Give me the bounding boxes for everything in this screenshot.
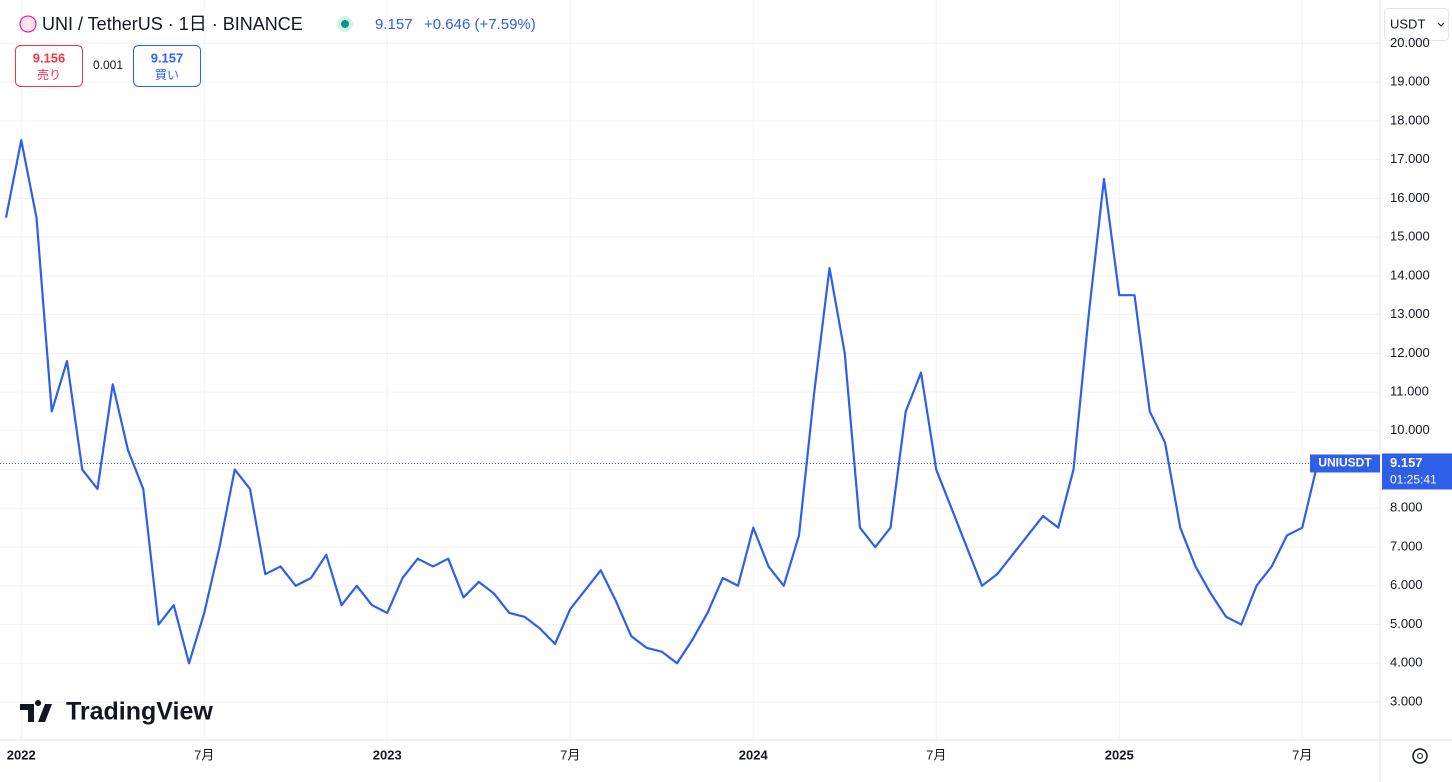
y-tick-label: 16.000 — [1390, 190, 1430, 205]
x-tick-label: 7月 — [560, 747, 580, 762]
y-tick-label: 6.000 — [1390, 577, 1423, 592]
currency-button[interactable] — [1384, 8, 1449, 41]
y-tick-label: 5.000 — [1390, 616, 1423, 631]
y-tick-label: 18.000 — [1390, 112, 1430, 127]
dropdown-arrow — [1437, 22, 1445, 27]
buy-price: 9.157 — [151, 50, 184, 65]
logo-text: TradingView — [66, 698, 213, 726]
symbol-title: UNI / TetherUS · 1日 · BINANCE — [42, 14, 303, 34]
x-tick-label: 7月 — [926, 747, 946, 762]
y-tick-label: 19.000 — [1390, 74, 1430, 89]
y-tick-label: 7.000 — [1390, 538, 1423, 553]
y-tick-label: 12.000 — [1390, 345, 1430, 360]
x-tick-label: 2025 — [1105, 747, 1134, 762]
x-tick-label: 2023 — [373, 747, 402, 762]
y-tick-label: 14.000 — [1390, 267, 1430, 282]
price-line — [4, 139, 1319, 665]
sell-label: 売り — [37, 67, 61, 82]
y-tick-label: 10.000 — [1390, 422, 1430, 437]
status-dot — [341, 20, 349, 28]
x-tick-label: 7月 — [1292, 747, 1312, 762]
price-tag-price: 9.157 — [1390, 455, 1423, 470]
y-tick-label: 3.000 — [1390, 693, 1423, 708]
spread: 0.001 — [93, 58, 123, 72]
settings-icon-center — [1417, 753, 1423, 759]
buy-label: 買い — [155, 68, 179, 82]
coin-icon — [19, 15, 37, 33]
price-tag-countdown: 01:25:41 — [1390, 473, 1437, 487]
price-change: +0.646 (+7.59%) — [424, 16, 536, 33]
x-tick-label: 2022 — [7, 747, 36, 762]
symbol-tag-text: UNIUSDT — [1318, 456, 1372, 470]
buy-button[interactable] — [133, 45, 201, 87]
last-price: 9.157 — [375, 16, 413, 33]
sell-price: 9.156 — [33, 50, 66, 65]
x-tick-label: 7月 — [194, 747, 214, 762]
y-tick-label: 15.000 — [1390, 229, 1430, 244]
y-tick-label: 4.000 — [1390, 655, 1423, 670]
currency: USDT — [1390, 16, 1425, 31]
plot — [0, 139, 1380, 665]
settings-icon[interactable] — [1412, 748, 1428, 764]
y-tick-label: 8.000 — [1390, 500, 1423, 515]
y-tick-label: 11.000 — [1390, 384, 1429, 399]
y-tick-label: 20.000 — [1390, 35, 1430, 50]
y-tick-label: 17.000 — [1390, 151, 1430, 166]
logo-icon — [20, 700, 52, 722]
x-tick-label: 2024 — [739, 747, 769, 762]
grid — [0, 0, 1380, 740]
symbol-tag — [1310, 454, 1380, 473]
y-tick-label: 13.000 — [1390, 306, 1430, 321]
sell-button[interactable] — [15, 45, 83, 87]
price-tag — [1382, 453, 1452, 490]
